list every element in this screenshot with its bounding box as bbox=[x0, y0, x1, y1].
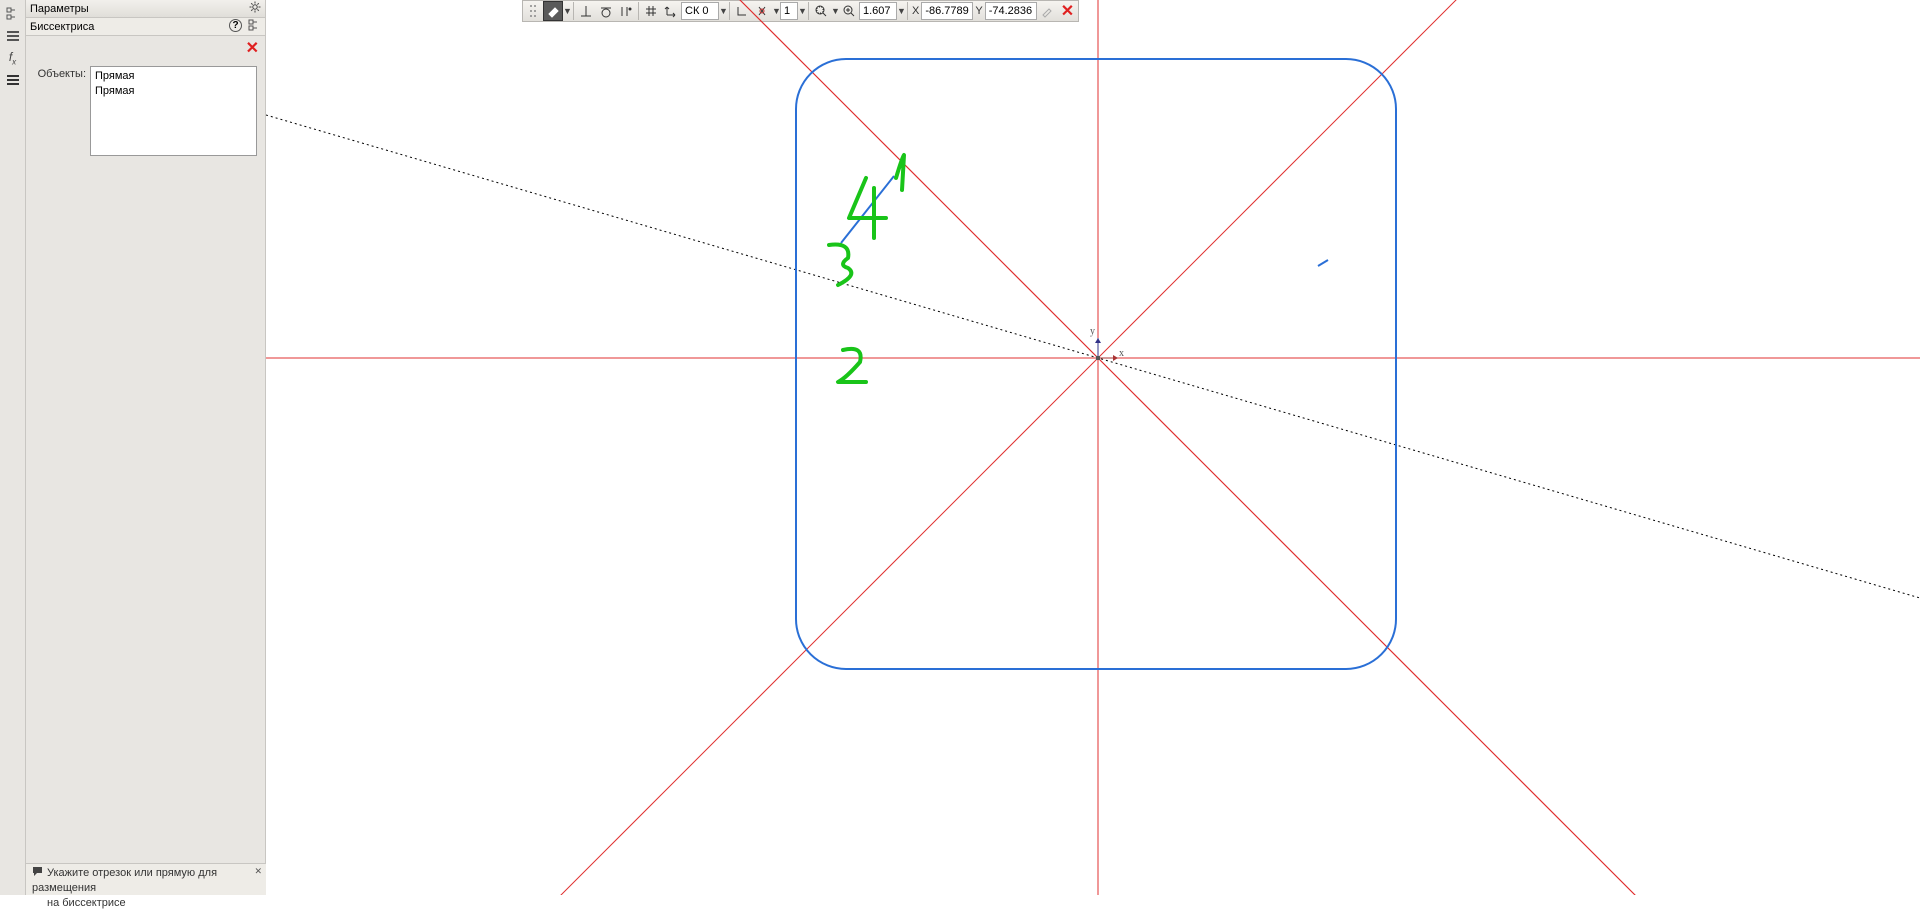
diagonal-1 bbox=[266, 0, 1920, 895]
blue-segment bbox=[841, 176, 894, 243]
panel-subtitle-bar: Биссектриса ? bbox=[26, 18, 265, 36]
parameters-panel: Параметры Биссектриса ? ✕ Объекты: Пряма… bbox=[26, 0, 266, 895]
drawing-canvas[interactable]: ▼ ▼ ▼ ▼ ▼ ▼ X Y ✕ bbox=[266, 0, 1920, 895]
tree2-icon[interactable] bbox=[248, 19, 261, 35]
origin-x-label: x bbox=[1119, 348, 1124, 359]
comment-icon bbox=[32, 866, 43, 881]
gutter-tree-icon[interactable] bbox=[5, 6, 21, 22]
panel-title: Параметры bbox=[30, 3, 89, 15]
gutter-fx-icon[interactable]: fx bbox=[5, 50, 21, 66]
blue-tick bbox=[1318, 260, 1328, 266]
status-text-1: Укажите отрезок или прямую для размещени… bbox=[32, 867, 217, 894]
list-item[interactable]: Прямая bbox=[95, 69, 252, 84]
objects-listbox[interactable]: Прямая Прямая bbox=[90, 66, 257, 156]
objects-label: Объекты: bbox=[34, 66, 86, 80]
help-icon[interactable]: ? bbox=[229, 19, 242, 32]
gear-icon[interactable] bbox=[249, 1, 261, 16]
status-bar: Укажите отрезок или прямую для размещени… bbox=[26, 863, 266, 895]
diag-45 bbox=[266, 0, 1920, 895]
dashed-bisector bbox=[266, 115, 1920, 598]
list-item[interactable]: Прямая bbox=[95, 84, 252, 99]
panel-subtitle: Биссектриса bbox=[30, 21, 94, 33]
status-text-2: на биссектрисе bbox=[47, 897, 126, 909]
red-diag-neg bbox=[266, 0, 1920, 895]
annotations bbox=[829, 155, 904, 382]
origin-y-label: y bbox=[1090, 326, 1095, 337]
status-close-icon[interactable]: ✕ bbox=[254, 866, 262, 878]
red-diag-pos bbox=[266, 0, 1920, 895]
panel-close-row: ✕ bbox=[26, 36, 265, 60]
gutter-list-icon[interactable] bbox=[5, 28, 21, 44]
left-gutter: fx bbox=[0, 0, 26, 895]
panel-titlebar: Параметры bbox=[26, 0, 265, 18]
gutter-menu-icon[interactable] bbox=[5, 72, 21, 88]
close-icon[interactable]: ✕ bbox=[246, 38, 259, 58]
drawing-svg bbox=[266, 0, 1920, 895]
